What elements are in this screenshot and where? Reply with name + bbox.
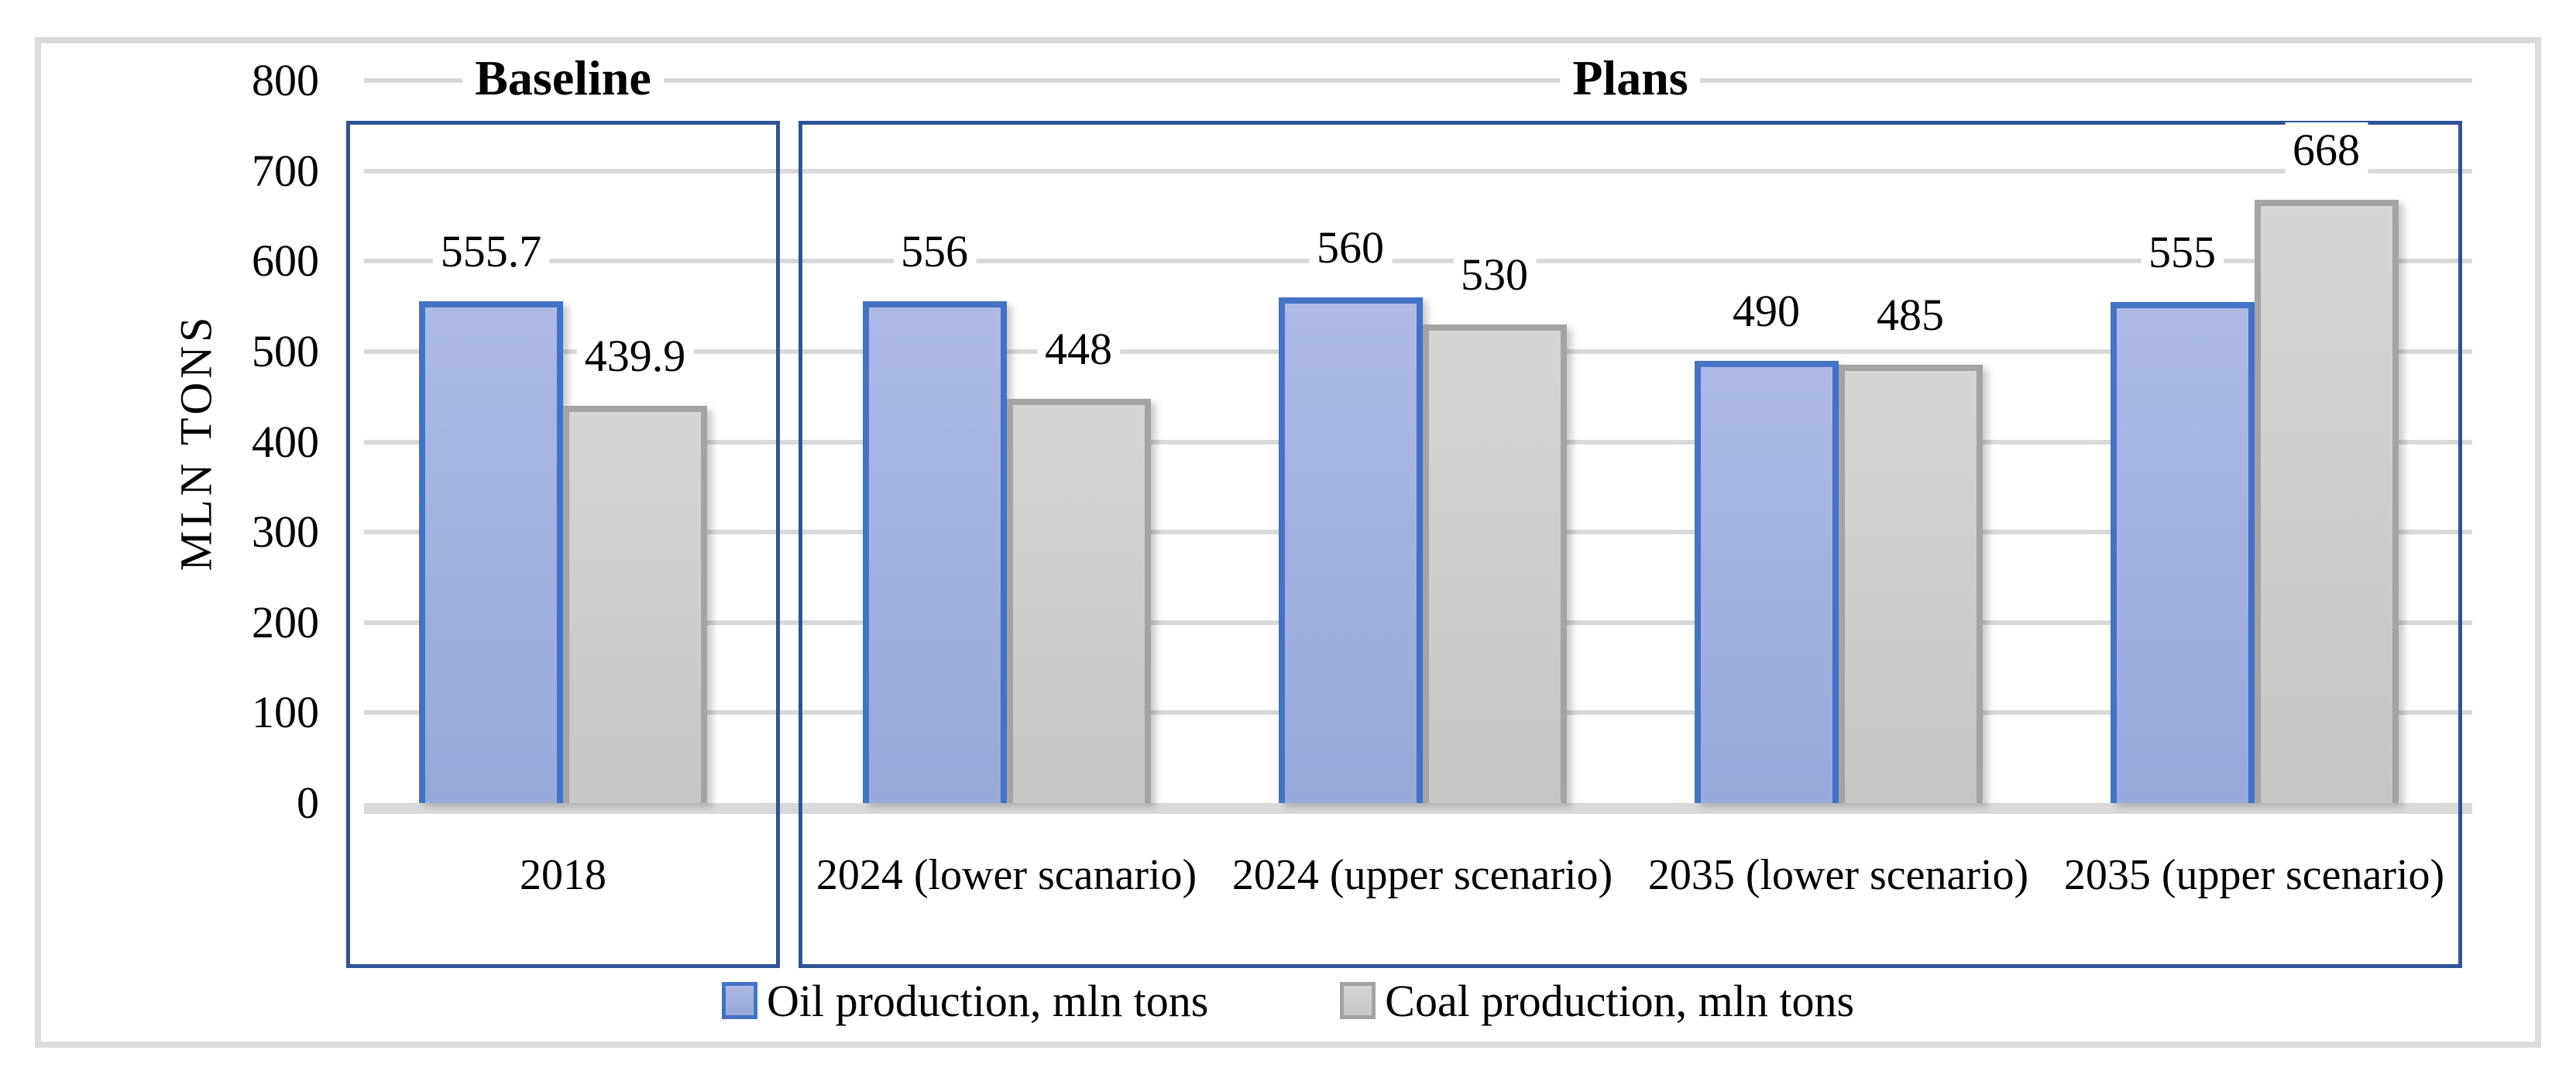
category-label: 2035 (upper scenario) <box>2063 851 2445 899</box>
gridline <box>364 259 2472 263</box>
bar-value-label: 555 <box>2141 225 2224 280</box>
y-axis-tick-label: 600 <box>252 235 319 286</box>
oil-bar <box>1694 361 1839 803</box>
oil-bar <box>1278 297 1423 803</box>
coal-bar <box>2254 200 2399 803</box>
oil-bar <box>862 301 1007 803</box>
bar-value-label: 560 <box>1309 220 1392 276</box>
y-axis-tick-label: 0 <box>297 778 319 828</box>
y-axis-tick-label: 100 <box>252 687 319 737</box>
y-axis-title: MLN TONS <box>170 313 222 572</box>
coal-bar <box>1422 324 1567 803</box>
category-label: 2018 <box>520 851 606 899</box>
section-title-baseline: Baseline <box>462 49 664 108</box>
y-axis-tick-label: 400 <box>252 417 319 467</box>
y-axis-tick-label: 800 <box>252 55 319 105</box>
legend-label-oil: Oil production, mln tons <box>766 975 1209 1026</box>
section-box-plans <box>799 121 2462 968</box>
bar-value-label: 668 <box>2285 122 2368 178</box>
oil-legend-swatch-icon <box>721 982 757 1019</box>
gridline <box>364 169 2472 173</box>
bar-value-label: 556 <box>893 224 976 280</box>
legend-item-coal: Coal production, mln tons <box>1340 975 1854 1027</box>
y-axis-tick-label: 200 <box>252 597 319 647</box>
bar-value-label: 485 <box>1869 287 1952 343</box>
zero-gridline <box>364 803 2472 814</box>
section-title-plans: Plans <box>1560 49 1701 108</box>
legend-item-oil: Oil production, mln tons <box>721 975 1209 1027</box>
bar-value-label: 490 <box>1725 283 1808 339</box>
category-label: 2035 (lower scenario) <box>1647 851 2029 899</box>
category-label: 2024 (upper scenario) <box>1231 851 1613 899</box>
category-label: 2024 (lower scanario) <box>816 851 1197 899</box>
y-axis-tick-label: 700 <box>252 146 319 196</box>
bar-value-label: 555.7 <box>432 224 550 280</box>
coal-bar <box>1006 399 1151 803</box>
bar-value-label: 448 <box>1037 321 1120 377</box>
y-axis-tick-label: 500 <box>252 326 319 376</box>
legend-label-coal: Coal production, mln tons <box>1385 975 1855 1026</box>
gridline <box>364 78 2472 83</box>
oil-bar <box>2110 302 2255 803</box>
oil-bar <box>419 301 563 803</box>
coal-bar <box>563 406 707 803</box>
coal-legend-swatch-icon <box>1340 982 1376 1019</box>
section-box-baseline <box>346 121 780 968</box>
bar-value-label: 439.9 <box>576 328 694 384</box>
bar-value-label: 530 <box>1453 247 1536 303</box>
coal-bar <box>1838 365 1983 803</box>
y-axis-tick-label: 300 <box>252 506 319 557</box>
legend: Oil production, mln tons Coal production… <box>0 970 2576 1032</box>
